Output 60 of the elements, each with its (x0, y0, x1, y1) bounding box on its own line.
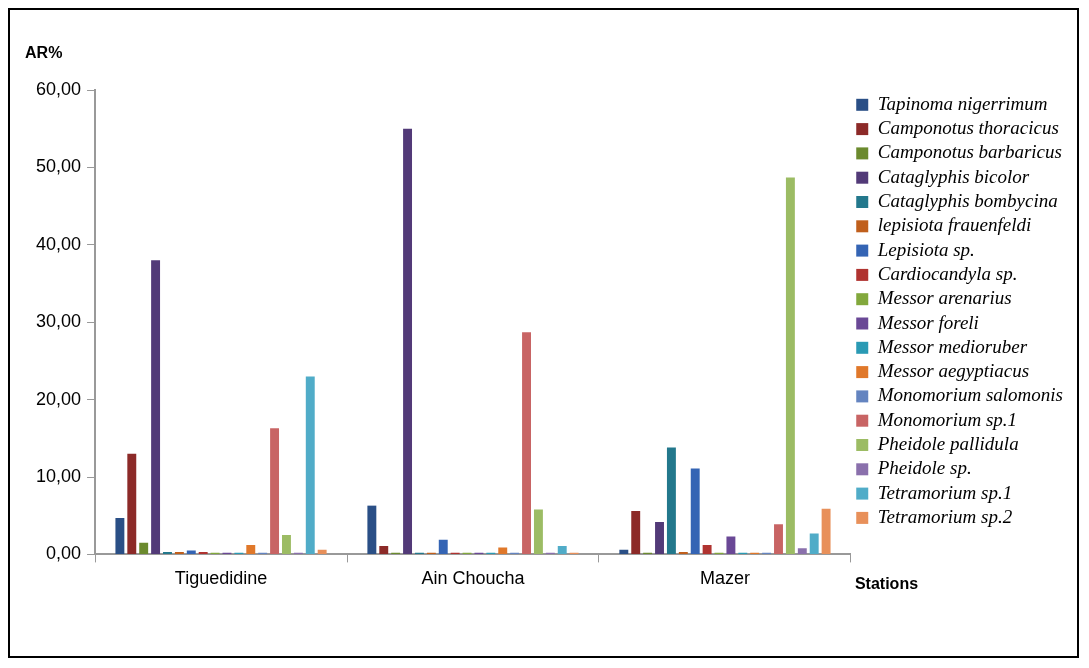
legend-label: Lepisiota sp. (876, 238, 975, 260)
bar (305, 376, 315, 554)
bar (690, 468, 700, 554)
legend-label: Tapinoma nigerrimum (877, 92, 1048, 114)
y-tick-label: 20,00 (36, 388, 82, 409)
bar (666, 447, 676, 554)
bar (270, 428, 280, 554)
y-tick-label: 0,00 (46, 543, 82, 564)
legend-label: Pheidole pallidula (876, 433, 1019, 454)
x-tick-label: Mazer (699, 568, 750, 589)
bar (367, 505, 377, 554)
legend-label: Messor foreli (876, 311, 979, 333)
bar (498, 547, 508, 554)
legend-label: Messor aegyptiacus (876, 360, 1030, 382)
legend-label: Messor arenarius (876, 287, 1012, 309)
bar (774, 524, 783, 554)
bar (246, 545, 256, 554)
legend-label: lepisiota frauenfeldi (877, 214, 1032, 236)
bar (797, 548, 807, 554)
bar (533, 509, 543, 554)
bar (282, 535, 291, 554)
bar (785, 177, 795, 554)
y-tick-label: 10,00 (36, 465, 82, 486)
bar (317, 549, 327, 554)
x-axis-title: Stations (854, 574, 919, 592)
legend-label: Monomorium sp.1 (876, 408, 1018, 430)
bar (821, 508, 831, 554)
legend-label: Tetramorium sp.1 (877, 481, 1013, 503)
bar (655, 521, 664, 554)
x-tick-label: Tiguedidine (174, 568, 268, 589)
legend-label: Pheidole sp. (876, 457, 972, 479)
y-tick-label: 40,00 (36, 233, 82, 254)
y-tick-label: 30,00 (36, 311, 82, 332)
legend-label: Monomorium salomonis (876, 384, 1064, 406)
bar (522, 332, 531, 554)
legend-label: Cardiocandyla sp. (877, 262, 1018, 284)
y-tick-label: 60,00 (36, 78, 82, 99)
bar (619, 549, 629, 554)
bar (403, 128, 413, 554)
bar (631, 511, 641, 554)
y-axis-title: AR% (25, 44, 63, 62)
legend-label: Messor medioruber (876, 335, 1028, 357)
legend-label: Cataglyphis bombycina (877, 190, 1058, 211)
bar (557, 545, 567, 554)
bar (726, 536, 736, 554)
legend-label: Camponotus thoracicus (877, 117, 1059, 139)
bar (809, 533, 819, 554)
y-tick-label: 50,00 (36, 156, 82, 177)
bar (702, 545, 712, 554)
bar (127, 453, 137, 554)
bar (115, 518, 125, 554)
bar (151, 260, 161, 554)
bar (379, 545, 389, 554)
bar (186, 550, 196, 554)
bar (139, 542, 149, 554)
legend-label: Tetramorium sp.2 (877, 505, 1013, 527)
bar (438, 539, 448, 554)
x-tick-label: Ain Choucha (421, 568, 526, 589)
legend-label: Camponotus barbaricus (877, 141, 1062, 163)
legend-label: Cataglyphis bicolor (877, 165, 1030, 187)
